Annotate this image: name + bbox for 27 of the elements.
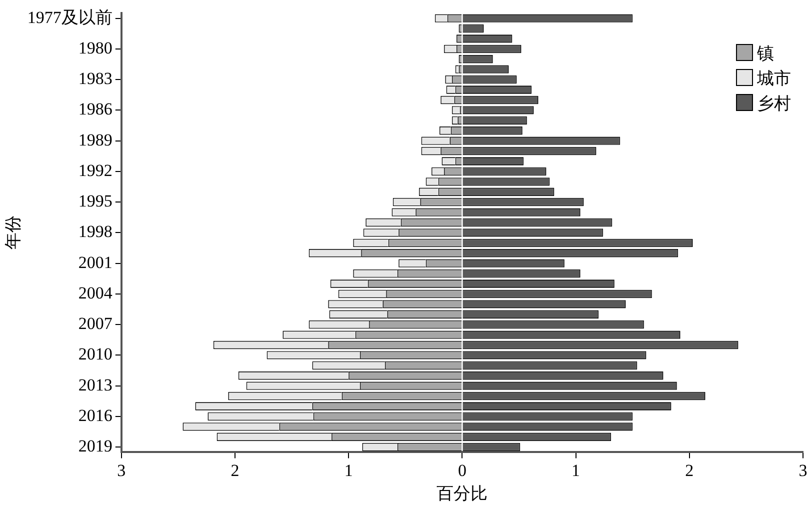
x-axis-title: 百分比	[436, 484, 488, 504]
y-tick-label: 1986	[78, 100, 112, 119]
y-tick-label: 2010	[78, 344, 112, 364]
y-tick-label: 1995	[78, 192, 112, 211]
x-tick-label: 3	[117, 460, 126, 480]
y-tick-label: 1989	[78, 130, 112, 150]
y-tick-label: 2016	[78, 406, 112, 425]
y-tick-label: 2019	[78, 436, 112, 456]
y-tick-label: 1980	[78, 38, 112, 58]
legend-label: 乡村	[757, 94, 791, 114]
x-tick-label: 2	[685, 460, 694, 480]
y-tick-label: 1998	[78, 222, 112, 242]
y-tick-label: 1992	[78, 160, 112, 180]
y-tick-label: 1983	[78, 69, 112, 88]
y-tick-label: 1977及以前	[27, 8, 112, 27]
y-axis-title: 年份	[4, 216, 24, 250]
y-tick-label: 2007	[78, 314, 113, 334]
legend-label: 镇	[757, 44, 774, 64]
y-tick-label: 2013	[78, 375, 112, 394]
x-tick-label: 0	[458, 460, 466, 480]
legend-label: 城市	[757, 69, 791, 89]
y-tick-label: 2001	[78, 252, 112, 272]
x-tick-label: 1	[572, 460, 580, 480]
y-tick-label: 2004	[78, 283, 113, 302]
x-tick-label: 2	[230, 460, 240, 480]
x-tick-label: 1	[344, 460, 353, 480]
x-tick-label: 3	[798, 460, 808, 480]
